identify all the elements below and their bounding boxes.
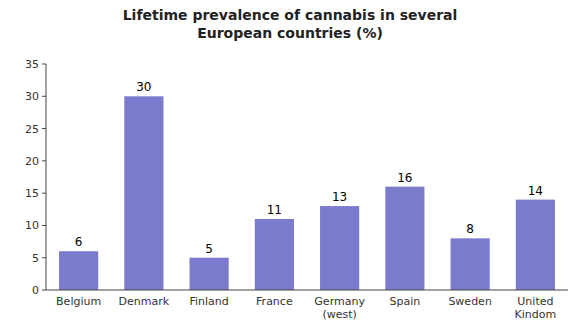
bar <box>255 219 294 290</box>
y-tick-label: 30 <box>25 90 39 103</box>
y-tick <box>42 257 46 258</box>
x-tick-label: Finland <box>189 295 228 308</box>
axes: 0 5 10 15 20 25 30 35 Belgium Denmark Finland Franc… <box>25 58 568 321</box>
data-label: 14 <box>528 184 543 198</box>
data-label: 16 <box>397 171 412 185</box>
y-tick-label: 10 <box>25 219 39 232</box>
bar <box>516 200 555 290</box>
x-tick-label: UnitedKindom <box>515 295 557 321</box>
y-tick-label: 25 <box>25 123 39 136</box>
data-label: 13 <box>332 190 347 204</box>
bar <box>320 206 359 290</box>
y-tick-label: 0 <box>32 284 39 297</box>
data-label: 6 <box>75 235 83 249</box>
data-labels: 6 30 5 11 13 16 8 14 <box>75 80 543 255</box>
bar <box>190 258 229 290</box>
chart: Lifetime prevalence of cannabis in sever… <box>0 0 580 332</box>
data-label: 30 <box>136 80 151 94</box>
y-tick <box>42 225 46 226</box>
y-tick <box>42 64 46 65</box>
title: Lifetime prevalence of cannabis in sever… <box>123 7 458 41</box>
data-label: 5 <box>205 242 213 256</box>
y-tick <box>42 96 46 97</box>
background <box>0 0 580 332</box>
y-tick-label: 35 <box>25 58 39 71</box>
y-tick-label: 15 <box>25 187 39 200</box>
bar <box>124 96 163 290</box>
y-tick-label: 5 <box>32 252 39 265</box>
bars <box>59 96 555 290</box>
x-axis-line <box>46 290 568 291</box>
y-axis-line <box>46 64 47 290</box>
data-label: 11 <box>267 203 282 217</box>
x-tick-label: Spain <box>390 295 421 308</box>
x-tick-label: Germany(west) <box>314 295 365 321</box>
data-label: 8 <box>466 222 474 236</box>
x-tick-label: Belgium <box>56 295 101 308</box>
bar <box>451 238 490 290</box>
x-tick-label: Denmark <box>119 295 170 308</box>
y-tick-label: 20 <box>25 155 39 168</box>
x-tick-label: France <box>256 295 293 308</box>
y-tick <box>42 193 46 194</box>
chart-container: Lifetime prevalence of cannabis in sever… <box>0 0 580 332</box>
bar <box>59 251 98 290</box>
y-tick <box>42 290 46 291</box>
y-tick <box>42 128 46 129</box>
y-tick <box>42 160 46 161</box>
x-tick-label: Sweden <box>448 295 491 308</box>
bar <box>385 187 424 290</box>
